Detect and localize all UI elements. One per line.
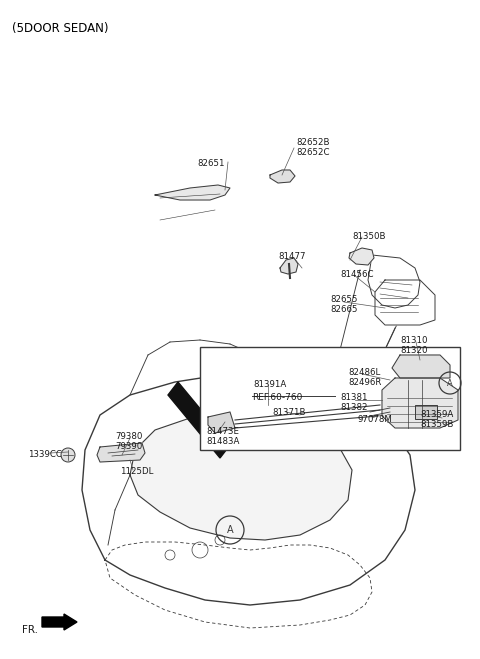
Polygon shape [280,258,298,274]
Text: 81381
81382: 81381 81382 [340,393,368,413]
Polygon shape [130,412,352,540]
Text: REF.60-760: REF.60-760 [252,393,302,402]
Polygon shape [208,412,235,433]
Polygon shape [349,248,374,265]
Text: 81477: 81477 [278,252,305,261]
Polygon shape [155,185,230,200]
Text: 81310
81320: 81310 81320 [400,336,428,355]
Text: 1339CC: 1339CC [28,450,62,459]
Bar [415,405,437,419]
Text: FR.: FR. [22,625,38,635]
Text: 1125DL: 1125DL [120,467,154,476]
Polygon shape [168,382,230,458]
Polygon shape [392,355,450,378]
Polygon shape [97,443,145,462]
Text: (5DOOR SEDAN): (5DOOR SEDAN) [12,22,108,35]
Polygon shape [382,378,458,428]
Polygon shape [368,255,420,308]
Text: 97078M: 97078M [358,415,393,424]
Polygon shape [270,170,295,183]
Text: 82486L
82496R: 82486L 82496R [348,368,382,387]
Text: 81456C: 81456C [340,270,373,279]
Polygon shape [42,614,77,630]
Circle shape [61,448,75,462]
Bar [200,347,460,450]
Text: 81473E
81483A: 81473E 81483A [206,427,240,446]
Text: 81359A
81359B: 81359A 81359B [420,410,454,430]
Text: 82652B
82652C: 82652B 82652C [296,138,329,158]
Polygon shape [375,280,435,325]
Text: 79380
79390: 79380 79390 [115,432,143,451]
Text: A: A [447,378,453,387]
Polygon shape [82,375,415,605]
Text: 82655
82665: 82655 82665 [330,295,358,314]
Text: 81350B: 81350B [352,232,385,241]
Text: 81371B: 81371B [272,408,305,417]
Text: 82651: 82651 [197,159,225,168]
Text: A: A [227,525,233,535]
Text: 81391A: 81391A [253,380,286,389]
